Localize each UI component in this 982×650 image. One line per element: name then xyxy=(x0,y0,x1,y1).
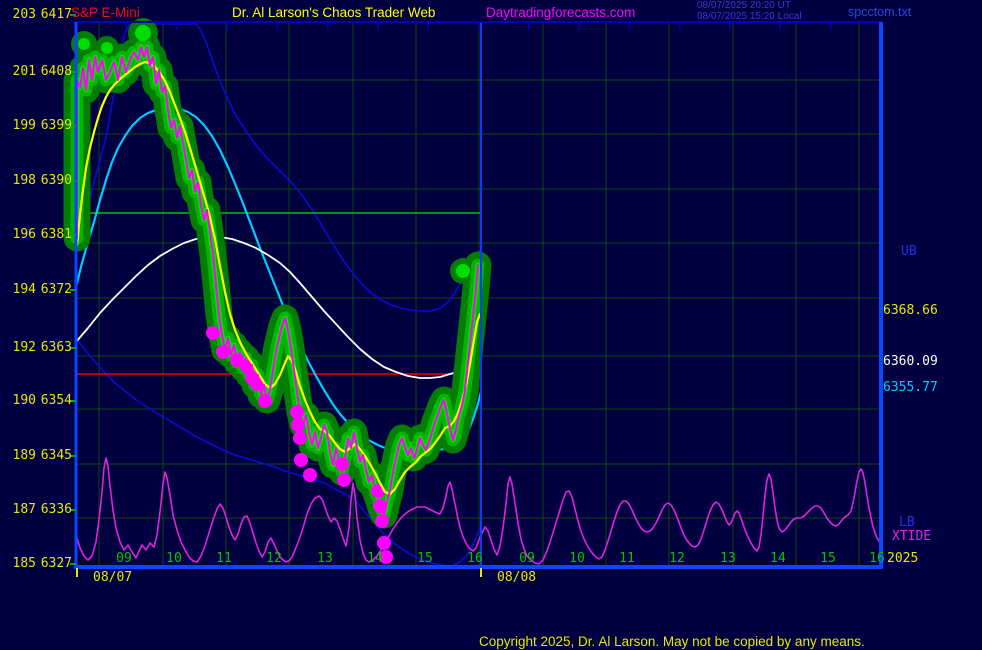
copyright-notice: Copyright 2025, Dr. Al Larson. May not b… xyxy=(479,634,865,649)
ma-white-line xyxy=(75,236,482,379)
x-axis-date-label: 08/08 xyxy=(497,570,537,585)
y-axis-price-label: 6336 xyxy=(40,502,72,517)
signal-dots xyxy=(293,431,307,445)
y-axis-alt-label: 201 xyxy=(12,64,36,79)
price-line xyxy=(76,46,479,516)
xtide-oscillator-line xyxy=(76,457,882,565)
x-axis-hour-label: 14 xyxy=(770,551,786,566)
y-axis-alt-label: 196 xyxy=(12,227,36,242)
signal-dots xyxy=(216,345,230,359)
x-axis-hour-label: 16 xyxy=(467,551,483,566)
timestamp-local: 08/07/2025 15:20 Local xyxy=(697,11,802,22)
instrument-symbol: S&P E-Mini xyxy=(71,5,140,20)
x-axis-hour-label: 10 xyxy=(569,551,585,566)
x-axis-hour-label: 09 xyxy=(116,551,132,566)
y-axis-price-label: 6408 xyxy=(40,64,72,79)
y-axis-price-label: 6372 xyxy=(40,282,72,297)
x-axis-hour-label: 15 xyxy=(820,551,836,566)
x-axis-hour-label: 13 xyxy=(317,551,333,566)
ma-slow-value: 6360.09 xyxy=(883,354,938,369)
y-axis-alt-label: 190 xyxy=(12,393,36,408)
signal-dots xyxy=(303,468,317,482)
y-axis-alt-label: 199 xyxy=(12,118,36,133)
signal-dots xyxy=(377,536,391,550)
y-axis-price-label: 6417 xyxy=(40,7,72,22)
x-axis-hour-label: 10 xyxy=(166,551,182,566)
x-axis-hour-label: 11 xyxy=(216,551,232,566)
x-axis-hour-label: 11 xyxy=(619,551,635,566)
signal-dots xyxy=(294,453,308,467)
signal-dots xyxy=(337,473,351,487)
upper-band-label: UB xyxy=(901,244,917,259)
y-axis-alt-label: 192 xyxy=(12,340,36,355)
x-axis-hour-label: 13 xyxy=(720,551,736,566)
site-link[interactable]: Daytradingforecasts.com xyxy=(486,5,636,20)
signal-dots xyxy=(379,550,393,564)
y-axis-alt-label: 198 xyxy=(12,173,36,188)
y-axis-alt-label: 185 xyxy=(12,556,36,571)
ma-cyan-value: 6355.77 xyxy=(883,380,938,395)
blob-bumps-inner xyxy=(135,25,151,41)
y-axis-price-label: 6381 xyxy=(40,227,72,242)
xtide-label: XTIDE xyxy=(892,529,932,544)
blob-bumps-inner xyxy=(101,42,113,54)
x-axis-hour-label: 15 xyxy=(417,551,433,566)
y-axis-alt-label: 203 xyxy=(12,7,36,22)
data-file-link[interactable]: spcctom.txt xyxy=(848,5,912,19)
x-axis-hour-label: 12 xyxy=(669,551,685,566)
y-axis-price-label: 6354 xyxy=(40,393,72,408)
y-axis-price-label: 6390 xyxy=(40,173,72,188)
x-axis-hour-label: 09 xyxy=(519,551,535,566)
y-axis-price-label: 6327 xyxy=(40,556,72,571)
blob-bumps-inner xyxy=(78,38,90,50)
ma-yellow-line xyxy=(75,60,482,496)
signal-dots xyxy=(258,394,272,408)
lower-band-label: LB xyxy=(899,515,915,530)
x-axis-date-label: 08/07 xyxy=(93,570,133,585)
x-axis-hour-label: 16 xyxy=(869,551,885,566)
y-axis-alt-label: 194 xyxy=(12,282,36,297)
y-axis-alt-label: 187 xyxy=(12,502,36,517)
x-axis-hour-label: 14 xyxy=(367,551,383,566)
y-axis-price-label: 6345 xyxy=(40,448,72,463)
ma-fast-value: 6368.66 xyxy=(883,303,938,318)
upper-band-line xyxy=(75,23,482,312)
signal-dots xyxy=(375,514,389,528)
x-axis-hour-label: 12 xyxy=(266,551,282,566)
y-axis-price-label: 6363 xyxy=(40,340,72,355)
timestamp-ut: 08/07/2025 20:20 UT xyxy=(697,0,791,11)
year-label: 2025 xyxy=(887,551,919,566)
signal-dots xyxy=(206,326,220,340)
y-axis-price-label: 6399 xyxy=(40,118,72,133)
page-title: Dr. Al Larson's Chaos Trader Web xyxy=(232,5,436,20)
blob-bumps-inner xyxy=(456,264,470,278)
y-axis-alt-label: 189 xyxy=(12,448,36,463)
